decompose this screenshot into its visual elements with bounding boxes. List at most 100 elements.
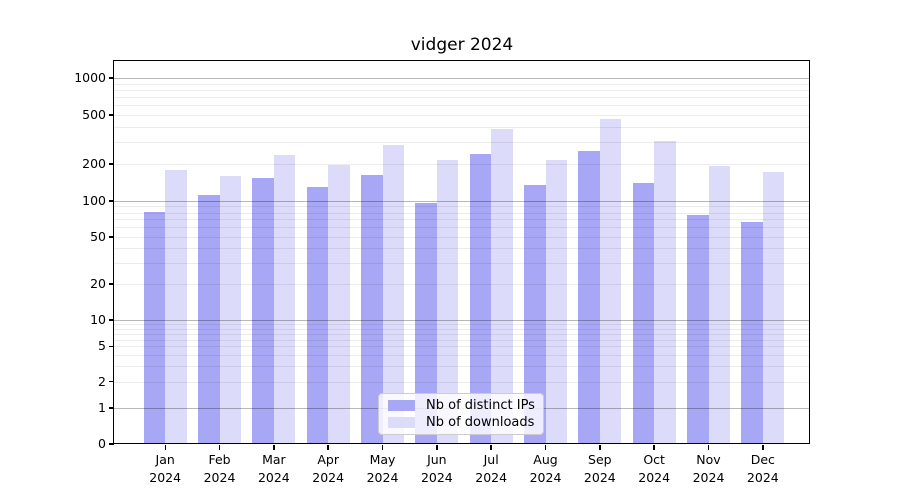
x-tick-label: Dec 2024 <box>746 452 779 485</box>
x-tick-mark <box>164 445 166 450</box>
y-tick-mark <box>109 380 114 383</box>
bar-downloads-oct <box>654 141 676 444</box>
bar-downloads-jan <box>165 170 187 444</box>
y-tick-mark <box>109 77 114 79</box>
legend: Nb of distinct IPs Nb of downloads <box>378 393 544 435</box>
minor-gridline <box>114 89 810 91</box>
minor-gridline <box>114 346 810 348</box>
y-tick-mark <box>109 283 114 285</box>
major-gridline <box>114 320 810 321</box>
minor-gridline <box>114 339 810 341</box>
x-tick-label: Mar 2024 <box>257 452 290 485</box>
bar-ips-jul <box>469 154 492 444</box>
x-tick-mark <box>707 445 710 450</box>
bar-ips-aug <box>524 184 546 444</box>
bar-downloads-aug <box>545 160 567 444</box>
chart-title: vidger 2024 <box>410 35 514 55</box>
minor-gridline <box>114 219 810 221</box>
x-tick-label: May 2024 <box>366 452 399 485</box>
minor-gridline <box>114 236 810 238</box>
x-tick-label: Oct 2024 <box>638 452 671 485</box>
y-tick-label: 1 <box>98 400 106 415</box>
x-tick-mark <box>327 445 329 450</box>
bar-downloads-mar <box>273 155 296 444</box>
x-tick-mark <box>544 445 547 450</box>
bar-downloads-jul <box>491 128 513 444</box>
legend-swatch-distinct-ips-icon <box>388 400 415 411</box>
x-tick-label: Sep 2024 <box>583 452 616 485</box>
minor-gridline <box>114 324 810 326</box>
bar-ips-apr <box>306 186 329 444</box>
x-tick-mark <box>436 445 438 450</box>
minor-gridline <box>114 333 810 335</box>
bar-ips-may <box>361 175 383 444</box>
legend-label-distinct-ips: Nb of distinct IPs <box>426 398 535 413</box>
x-tick-label: Aug 2024 <box>529 452 562 485</box>
y-tick-label: 100 <box>82 193 106 208</box>
major-gridline <box>114 78 810 79</box>
x-tick-mark <box>273 445 275 450</box>
bar-downloads-feb <box>219 175 242 444</box>
bar-downloads-dec <box>762 171 785 444</box>
minor-gridline <box>114 142 810 144</box>
x-tick-mark <box>218 445 221 450</box>
bar-downloads-may <box>382 144 405 444</box>
minor-gridline <box>114 263 810 265</box>
x-tick-label: Jun 2024 <box>420 452 453 485</box>
y-tick-mark <box>109 114 114 116</box>
y-tick-label: 500 <box>82 107 106 123</box>
minor-gridline <box>114 212 810 214</box>
minor-gridline <box>114 206 810 208</box>
legend-item-downloads: Nb of downloads <box>388 415 534 430</box>
y-tick-label: 200 <box>82 155 106 171</box>
y-tick-label: 0 <box>98 436 106 451</box>
bar-downloads-nov <box>708 165 730 444</box>
legend-swatch-downloads-icon <box>388 417 415 428</box>
minor-gridline <box>114 381 810 383</box>
y-tick-mark <box>109 443 114 445</box>
bar-ips-mar <box>252 177 274 444</box>
minor-gridline <box>114 355 810 357</box>
y-tick-label: 10 <box>90 312 106 327</box>
x-tick-label: Feb 2024 <box>203 452 236 485</box>
bar-downloads-sep <box>599 119 622 444</box>
y-tick-mark <box>109 200 114 202</box>
minor-gridline <box>114 83 810 85</box>
x-tick-label: Jan 2024 <box>149 452 182 485</box>
y-tick-label: 2 <box>98 373 106 389</box>
minor-gridline <box>114 126 810 128</box>
bar-ips-jun <box>415 202 437 444</box>
y-tick-mark <box>109 407 114 409</box>
minor-gridline <box>114 115 810 117</box>
y-tick-mark <box>109 319 114 321</box>
minor-gridline <box>114 328 810 330</box>
major-gridline <box>114 201 810 202</box>
x-tick-mark <box>490 445 492 450</box>
minor-gridline <box>114 97 810 99</box>
bar-downloads-jun <box>436 160 459 444</box>
bar-ips-oct <box>632 183 655 444</box>
y-tick-mark <box>109 236 114 238</box>
bar-ips-nov <box>687 215 709 444</box>
plot-area <box>113 60 810 444</box>
x-tick-mark <box>599 445 601 450</box>
x-tick-mark <box>762 445 764 450</box>
y-tick-label: 1000 <box>74 70 106 85</box>
bar-ips-dec <box>741 222 763 444</box>
bar-ips-feb <box>198 195 220 444</box>
x-tick-label: Apr 2024 <box>312 452 345 485</box>
minor-gridline <box>114 366 810 367</box>
y-tick-label: 5 <box>98 338 106 354</box>
legend-label-downloads: Nb of downloads <box>426 415 535 430</box>
y-tick-mark <box>109 345 114 348</box>
x-tick-mark <box>653 445 655 450</box>
bar-downloads-apr <box>328 165 350 444</box>
y-tick-label: 50 <box>90 228 106 244</box>
minor-gridline <box>114 284 810 286</box>
y-tick-mark <box>109 163 114 165</box>
minor-gridline <box>114 227 810 229</box>
minor-gridline <box>114 248 810 250</box>
x-tick-mark <box>381 445 384 450</box>
y-tick-label: 20 <box>90 276 106 292</box>
